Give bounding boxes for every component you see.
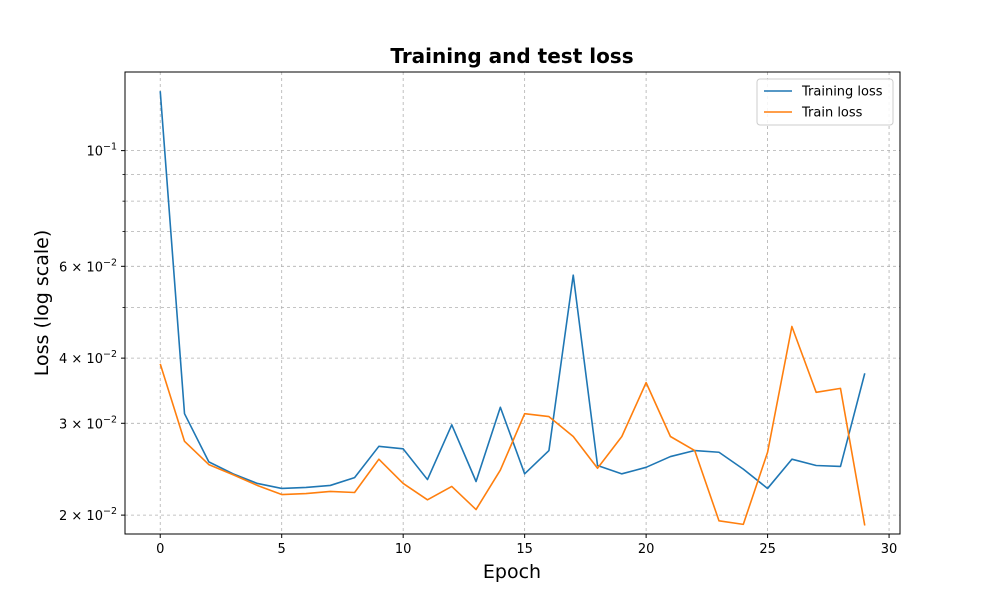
series-line-2 xyxy=(159,325,866,526)
y-tick-label: 3 × 10−2 xyxy=(59,414,117,432)
x-tick-label: 5 xyxy=(278,542,286,557)
legend-label: Train loss xyxy=(801,106,863,121)
x-tick-label: 0 xyxy=(156,542,164,557)
series-layer xyxy=(159,91,866,526)
y-tick-label: 6 × 10−2 xyxy=(59,257,117,275)
y-tick-label: 10−1 xyxy=(86,142,117,160)
x-tick-label: 30 xyxy=(881,542,898,557)
legend-label: Training loss xyxy=(801,85,883,100)
x-tick-label: 15 xyxy=(516,542,533,557)
plot-frame xyxy=(124,71,901,535)
x-tick-label: 20 xyxy=(638,542,655,557)
y-tick-label: 2 × 10−2 xyxy=(59,506,117,524)
chart-title: Training and test loss xyxy=(390,44,633,68)
x-tick-label: 10 xyxy=(395,542,412,557)
grid xyxy=(125,72,900,534)
legend: Training loss Train loss xyxy=(756,78,894,126)
y-tick-label: 4 × 10−2 xyxy=(59,349,117,367)
x-tick-label: 25 xyxy=(759,542,776,557)
axes: 0 5 10 15 20 25 30 2 × 10−2 3 × 10−2 4 × 10−2 6 × … xyxy=(59,142,897,557)
y-axis-label: Loss (log scale) xyxy=(31,230,53,377)
x-axis-label: Epoch xyxy=(483,561,541,583)
